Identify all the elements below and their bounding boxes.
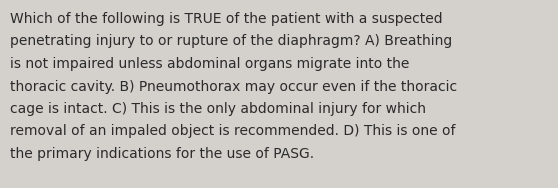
Text: Which of the following is TRUE of the patient with a suspected: Which of the following is TRUE of the pa…	[10, 12, 442, 26]
Text: penetrating injury to or rupture of the diaphragm? A) Breathing: penetrating injury to or rupture of the …	[10, 35, 452, 49]
Text: the primary indications for the use of PASG.: the primary indications for the use of P…	[10, 147, 314, 161]
Text: cage is intact. C) This is the only abdominal injury for which: cage is intact. C) This is the only abdo…	[10, 102, 426, 116]
Text: is not impaired unless abdominal organs migrate into the: is not impaired unless abdominal organs …	[10, 57, 410, 71]
Text: removal of an impaled object is recommended. D) This is one of: removal of an impaled object is recommen…	[10, 124, 455, 139]
Text: thoracic cavity. B) Pneumothorax may occur even if the thoracic: thoracic cavity. B) Pneumothorax may occ…	[10, 80, 457, 93]
